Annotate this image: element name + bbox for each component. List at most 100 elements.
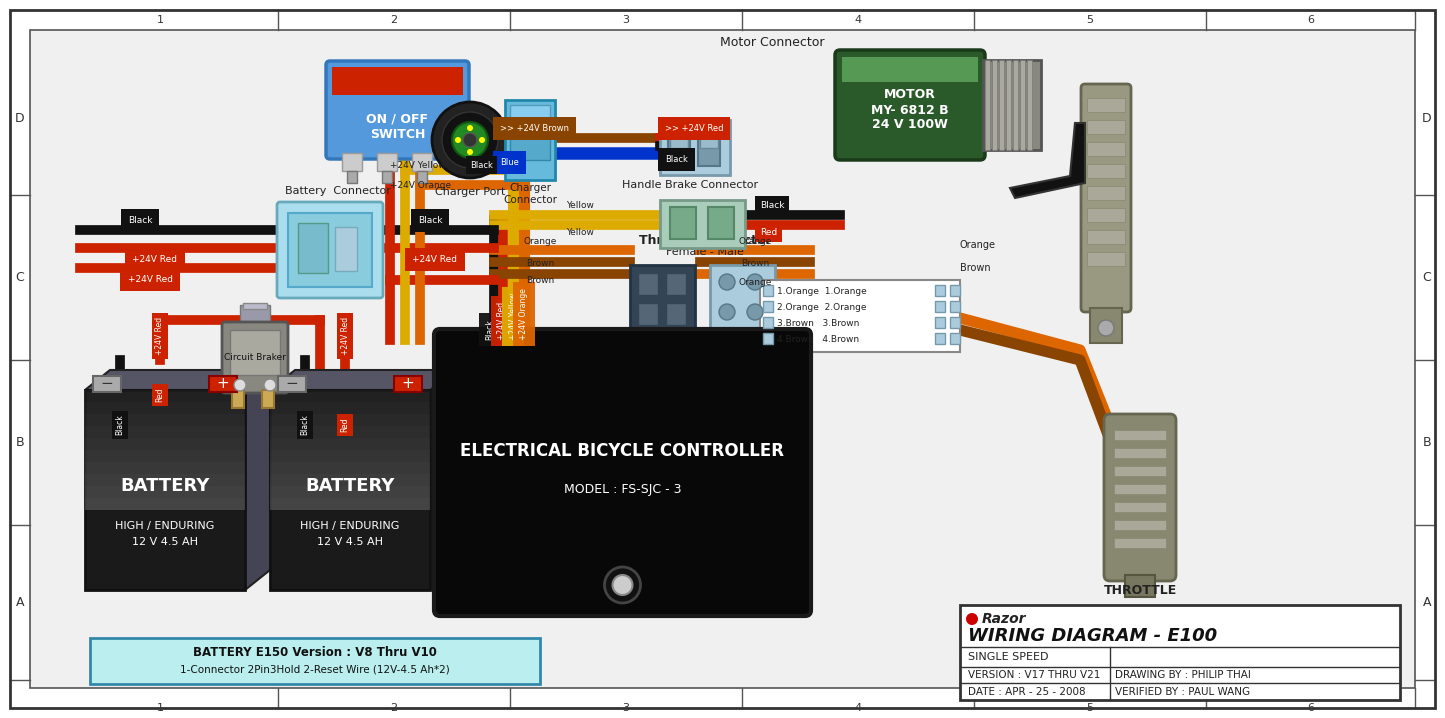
Text: Black: Black [301,414,309,435]
Text: Black: Black [418,216,442,225]
Polygon shape [1010,123,1085,198]
Bar [262,390,275,408]
Bar [639,303,657,325]
Text: Black: Black [760,201,785,210]
Circle shape [234,379,246,391]
Bar [1087,120,1126,134]
Text: VERSION : V17 THRU V21: VERSION : V17 THRU V21 [968,670,1101,680]
Bar [949,317,959,328]
Bar [412,153,432,171]
Text: Black: Black [665,155,688,164]
Bar [504,100,555,180]
Text: Red: Red [760,228,777,237]
Text: C: C [1423,271,1432,284]
Text: Yellow: Yellow [566,201,594,210]
Bar [1087,208,1126,222]
Bar [935,317,945,328]
Text: 6: 6 [1306,15,1314,25]
Text: 5: 5 [1087,15,1094,25]
Text: Black: Black [127,216,152,225]
Bar [270,474,431,486]
Polygon shape [270,370,455,390]
Polygon shape [246,370,270,590]
Bar [763,317,773,328]
Bar [639,273,657,295]
Bar [1087,98,1126,112]
Text: MODEL : FS-SJC - 3: MODEL : FS-SJC - 3 [564,482,681,495]
Circle shape [264,379,276,391]
Bar [85,426,246,438]
Text: +24V Yellow: +24V Yellow [390,161,445,169]
Text: B: B [1423,436,1432,449]
Text: DRAWING BY : PHILIP THAI: DRAWING BY : PHILIP THAI [1116,670,1251,680]
Bar [698,128,720,166]
Text: Brown: Brown [741,259,769,269]
Text: 2: 2 [390,703,397,713]
Circle shape [432,102,509,178]
Text: SINGLE SPEED: SINGLE SPEED [968,652,1049,662]
Text: ON / OFF
SWITCH: ON / OFF SWITCH [367,113,429,141]
FancyBboxPatch shape [327,61,470,159]
Text: Handle Brake Connector: Handle Brake Connector [621,180,759,190]
Bar [668,128,691,166]
Bar [670,207,696,239]
Circle shape [747,304,763,320]
Text: HIGH / ENDURING: HIGH / ENDURING [116,521,215,531]
Text: −: − [286,376,298,391]
Text: +24V Red: +24V Red [133,255,178,264]
Text: >> +24V Brown: >> +24V Brown [500,124,569,133]
FancyBboxPatch shape [277,202,383,298]
Text: VERIFIED BY : PAUL WANG: VERIFIED BY : PAUL WANG [1116,687,1250,697]
Bar [377,153,397,171]
Circle shape [720,304,736,320]
Bar [85,462,246,474]
Bar [394,376,422,392]
Bar [998,60,1004,150]
Bar [381,171,392,183]
Text: BATTERY: BATTERY [120,477,210,495]
Text: HIGH / ENDURING: HIGH / ENDURING [301,521,400,531]
Bar [708,207,734,239]
Text: Charger Port: Charger Port [435,187,506,197]
Text: 3.Brown   3.Brown: 3.Brown 3.Brown [777,319,860,327]
Bar [983,60,1040,150]
Polygon shape [431,370,455,590]
Bar [1087,230,1126,244]
Circle shape [462,133,477,147]
Text: D: D [1422,112,1432,125]
Bar [1020,60,1025,150]
Bar [233,390,244,408]
Bar [1114,448,1166,458]
Bar [1087,186,1126,200]
Text: Brown: Brown [526,276,553,285]
Text: Blue: Blue [500,158,519,167]
Bar [90,638,540,684]
Circle shape [967,613,978,625]
Bar [85,474,246,486]
FancyBboxPatch shape [835,50,985,160]
Text: Razor: Razor [983,612,1026,626]
Bar [763,285,773,296]
Bar [85,486,246,498]
Text: 1: 1 [156,703,163,713]
Bar [935,301,945,312]
Bar [347,171,357,183]
Bar [935,285,945,296]
Bar [1114,538,1166,548]
Bar [270,498,431,510]
Text: 2: 2 [390,15,397,25]
Bar [85,438,246,450]
Bar [1114,502,1166,512]
Text: Yellow: Yellow [566,228,594,237]
Bar [240,305,270,323]
Text: 2.Orange  2.Orange: 2.Orange 2.Orange [777,302,867,312]
Text: +24V Red: +24V Red [412,255,458,264]
Bar [1114,520,1166,530]
Text: +24V Orange: +24V Orange [520,288,529,340]
Text: Orange: Orange [738,278,772,287]
Text: 4: 4 [854,703,861,713]
Bar [842,57,978,82]
Text: +24V Yellow: +24V Yellow [509,293,517,340]
Text: 5: 5 [1087,703,1094,713]
Bar [985,60,990,150]
